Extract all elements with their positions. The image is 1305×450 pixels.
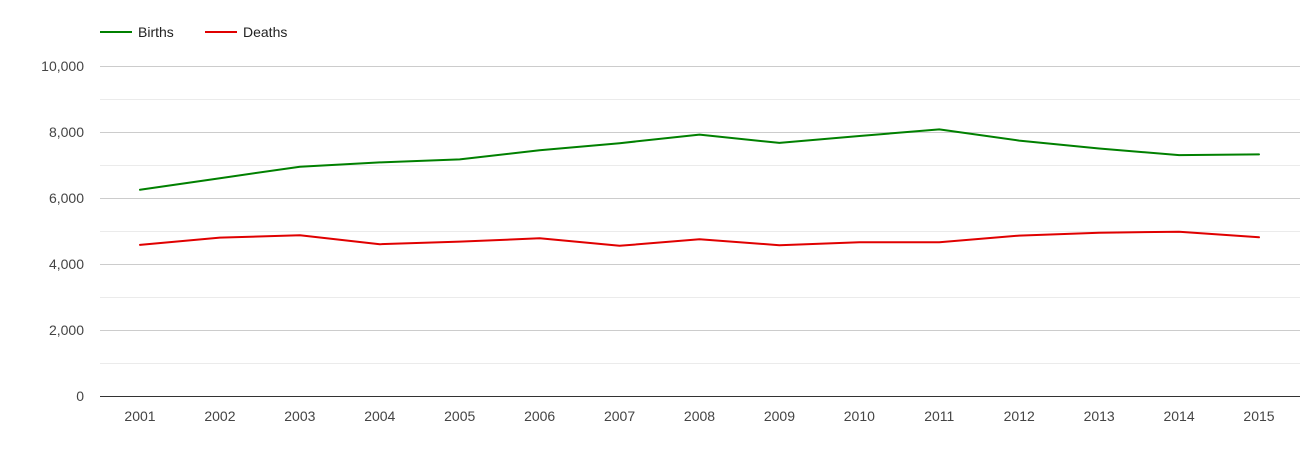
x-tick-label: 2002 [204,408,235,424]
legend: Births Deaths [100,24,287,40]
legend-label-deaths: Deaths [243,24,287,40]
series-line-deaths [139,230,1260,247]
y-tick-label: 2,000 [49,322,84,338]
x-tick-label: 2008 [684,408,715,424]
y-tick-label: 4,000 [49,256,84,272]
x-tick-label: 2015 [1243,408,1274,424]
x-tick-label: 2014 [1163,408,1194,424]
x-tick-label: 2009 [764,408,795,424]
series-line-births [139,128,1260,191]
grid-layer [100,66,1300,364]
x-tick-label: 2003 [284,408,315,424]
x-tick-label: 2006 [524,408,555,424]
y-tick-label: 10,000 [41,58,84,74]
x-tick-label: 2011 [924,408,954,424]
x-tick-label: 2010 [844,408,875,424]
x-tick-label: 2004 [364,408,395,424]
y-tick-label: 0 [76,388,84,404]
x-tick-label: 2007 [604,408,635,424]
y-tick-label: 6,000 [49,190,84,206]
x-tick-label: 2013 [1084,408,1115,424]
legend-label-births: Births [138,24,174,40]
x-tick-label: 2001 [124,408,155,424]
axis-layer: 0 2,000 4,000 6,000 8,000 10,000 2001 2002 2003 2… [41,58,1300,424]
y-tick-label: 8,000 [49,124,84,140]
series-layer [139,128,1260,247]
x-tick-label: 2005 [444,408,475,424]
x-tick-label: 2012 [1004,408,1035,424]
